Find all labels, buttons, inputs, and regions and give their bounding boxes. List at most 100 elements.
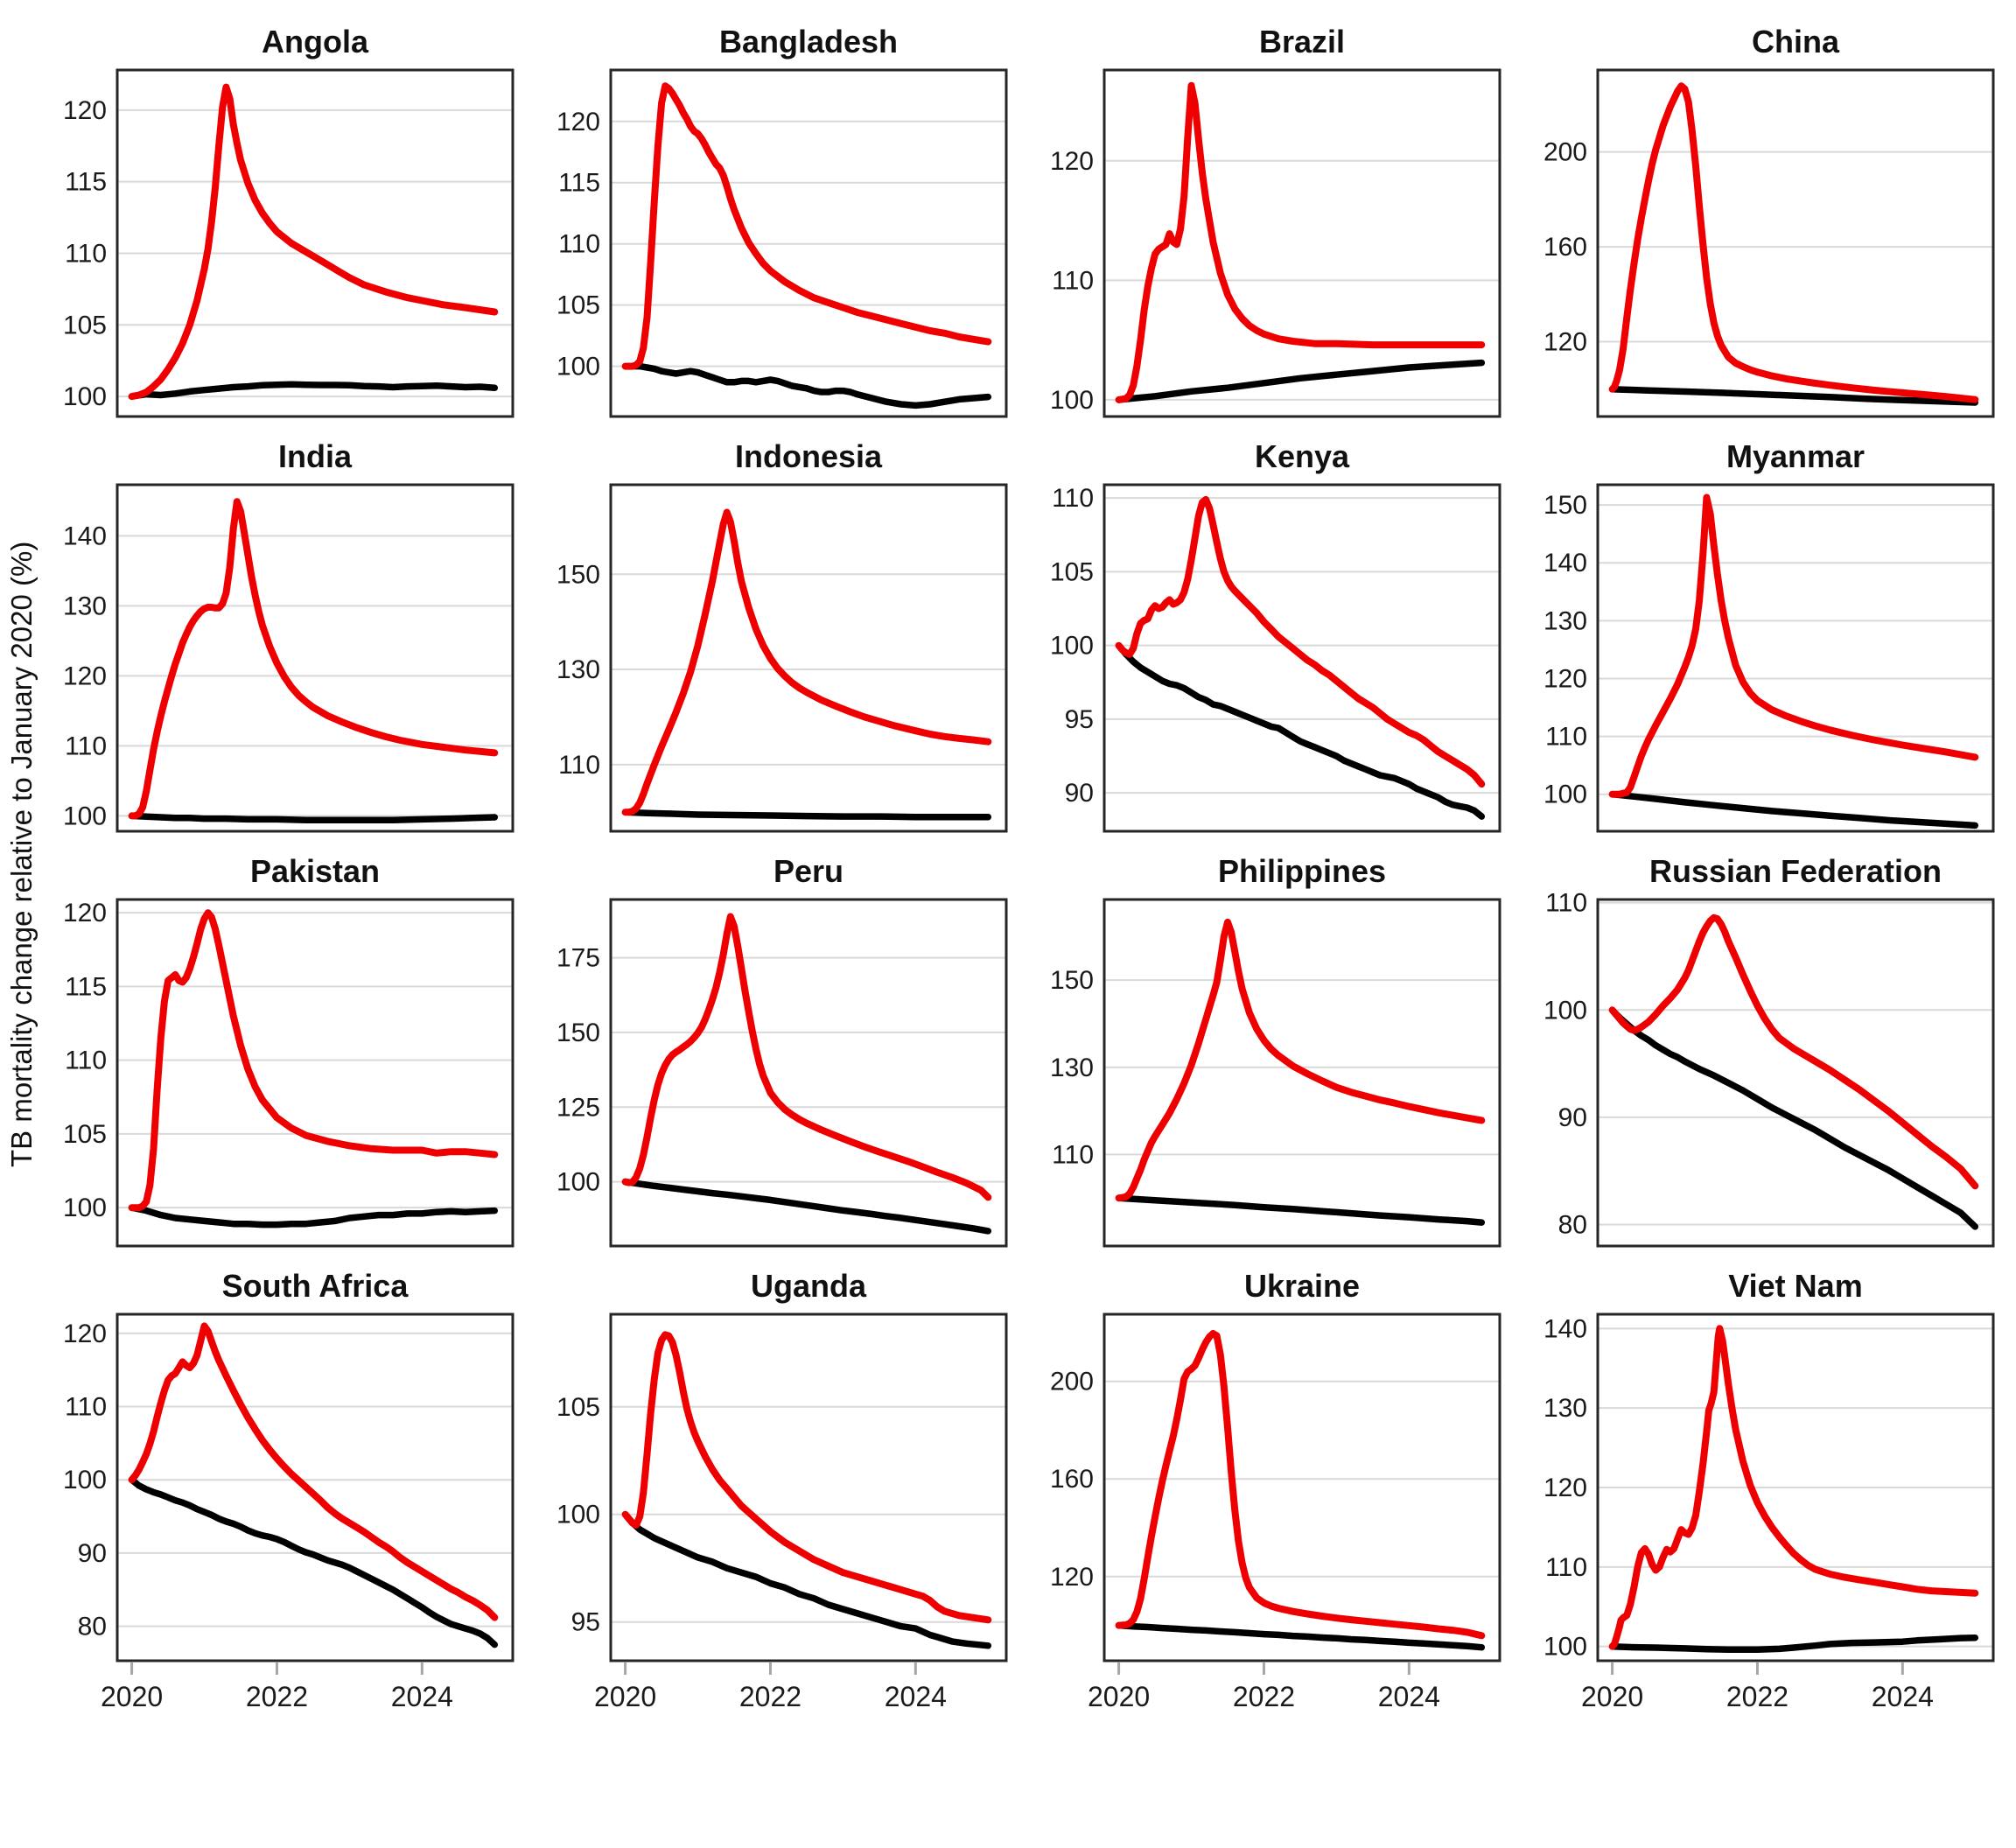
y-tick-label: 140 <box>1544 1314 1587 1343</box>
panel-pakistan: Pakistan 100 105 110 115 120 <box>44 852 525 1255</box>
chart-angola: 100 105 110 115 120 <box>63 68 514 418</box>
chart-india: 100 110 120 130 140 <box>63 483 514 833</box>
x-tick-label: 2022 <box>739 1681 802 1712</box>
y-tick-label: 150 <box>556 560 600 589</box>
series-black-line <box>621 808 992 821</box>
panel-title: Russian Federation <box>1648 853 1942 889</box>
y-tick-label: 100 <box>63 382 107 411</box>
series-red-line <box>1115 81 1486 403</box>
series-red-line <box>1608 82 1979 403</box>
chart-grid: Angola 100 105 110 115 120 Bangladesh 100 105 110… <box>44 23 2011 1715</box>
series-black-line <box>128 812 499 823</box>
panel-title: Myanmar <box>1726 438 1866 474</box>
y-tick-label: 110 <box>1545 1553 1587 1582</box>
y-tick-label: 110 <box>1052 266 1094 295</box>
y-tick-label: 80 <box>1558 1210 1587 1239</box>
y-tick-label: 140 <box>63 522 107 550</box>
series-red-line <box>1608 494 1979 798</box>
panel-viet-nam: Viet Nam 100 110 120 130 140 2020 2022 2024 <box>1524 1267 2006 1715</box>
y-tick-label: 100 <box>556 1168 600 1197</box>
y-tick-label: 160 <box>1050 1465 1094 1494</box>
y-tick-label: 110 <box>65 1392 107 1421</box>
x-tick-label: 2020 <box>101 1681 163 1712</box>
y-tick-label: 100 <box>1050 386 1094 415</box>
series-black-line <box>1115 1621 1486 1651</box>
x-tick-label: 2022 <box>246 1681 308 1712</box>
y-tick-label: 110 <box>1545 892 1587 918</box>
chart-russian-federation: 80 90 100 110 <box>1544 892 1995 1248</box>
series-black-line <box>1608 1634 1979 1654</box>
chart-viet-nam: 100 110 120 130 140 2020 2022 2024 <box>1544 1312 1995 1712</box>
y-tick-label: 120 <box>1050 1563 1094 1592</box>
plot-border <box>609 1312 1008 1662</box>
y-tick-label: 130 <box>1050 1054 1094 1082</box>
y-tick-label: 100 <box>556 353 600 382</box>
y-tick-label: 130 <box>1544 606 1587 635</box>
y-tick-label: 115 <box>65 972 107 1001</box>
chart-myanmar: 100 110 120 130 140 150 <box>1544 483 1995 833</box>
series-black-line <box>1115 641 1486 820</box>
plot-border <box>1596 898 1995 1248</box>
series-black-line <box>1115 359 1486 403</box>
series-red-line <box>621 913 992 1201</box>
y-tick-label: 175 <box>556 944 600 973</box>
y-tick-label: 200 <box>1050 1368 1094 1396</box>
series-black-line <box>1115 1194 1486 1226</box>
y-axis-label: TB mortality change relative to January … <box>5 541 38 1167</box>
y-tick-label: 95 <box>571 1608 600 1637</box>
x-tick-label: 2024 <box>391 1681 453 1712</box>
y-tick-label: 160 <box>1544 233 1587 262</box>
plot-border <box>1596 1312 1995 1662</box>
y-tick-label: 150 <box>1544 491 1587 520</box>
series-red-line <box>1115 495 1486 788</box>
plot-border <box>116 898 514 1248</box>
y-tick-label: 115 <box>65 168 107 197</box>
series-red-line <box>1115 918 1486 1202</box>
panel-indonesia: Indonesia 110 130 150 <box>537 438 1018 840</box>
x-tick-label: 2020 <box>1581 1681 1643 1712</box>
panel-bangladesh: Bangladesh 100 105 110 115 120 <box>537 23 1018 425</box>
panel-title: Pakistan <box>249 853 381 889</box>
y-tick-label: 95 <box>1065 705 1094 734</box>
y-tick-label: 105 <box>1050 557 1094 586</box>
series-black-line <box>621 1510 992 1649</box>
chart-china: 120 160 200 <box>1544 68 1995 418</box>
series-red-line <box>1115 1330 1486 1640</box>
chart-brazil: 100 110 120 <box>1050 68 1502 418</box>
y-tick-label: 200 <box>1544 138 1587 167</box>
y-tick-label: 100 <box>1544 1633 1587 1662</box>
plot-border <box>116 68 514 418</box>
y-tick-label: 100 <box>63 1466 107 1494</box>
chart-bangladesh: 100 105 110 115 120 <box>556 68 1008 418</box>
y-tick-label: 110 <box>558 751 600 780</box>
y-tick-label: 120 <box>63 96 107 125</box>
plot-border <box>1102 1312 1502 1662</box>
figure: TB mortality change relative to January … <box>5 23 2011 1715</box>
plot-border <box>116 1312 514 1662</box>
series-black-line <box>128 381 499 400</box>
series-black-line <box>621 362 992 410</box>
plot-border <box>1596 68 1995 418</box>
series-red-line <box>128 498 499 820</box>
plot-border <box>1596 483 1995 833</box>
y-tick-label: 110 <box>65 732 107 760</box>
series-black-line <box>128 1476 499 1648</box>
plot-border <box>609 483 1008 833</box>
chart-pakistan: 100 105 110 115 120 <box>63 898 514 1248</box>
x-tick-label: 2024 <box>1378 1681 1440 1712</box>
y-tick-label: 100 <box>1544 780 1587 809</box>
panel-title: Brazil <box>1258 24 1346 60</box>
y-tick-label: 120 <box>1544 328 1587 357</box>
chart-kenya: 90 95 100 105 110 <box>1050 483 1502 833</box>
panel-title: Indonesia <box>734 438 883 474</box>
y-tick-label: 100 <box>556 1501 600 1530</box>
panel-china: China 120 160 200 <box>1524 23 2006 425</box>
panel-peru: Peru 100 125 150 175 <box>537 852 1018 1255</box>
series-red-line <box>621 508 992 816</box>
plot-border <box>609 68 1008 418</box>
panel-title: Bangladesh <box>718 24 899 60</box>
y-tick-label: 120 <box>63 1320 107 1348</box>
y-tick-label: 130 <box>63 592 107 620</box>
chart-philippines: 110 130 150 <box>1050 898 1502 1248</box>
y-tick-label: 120 <box>556 108 600 136</box>
